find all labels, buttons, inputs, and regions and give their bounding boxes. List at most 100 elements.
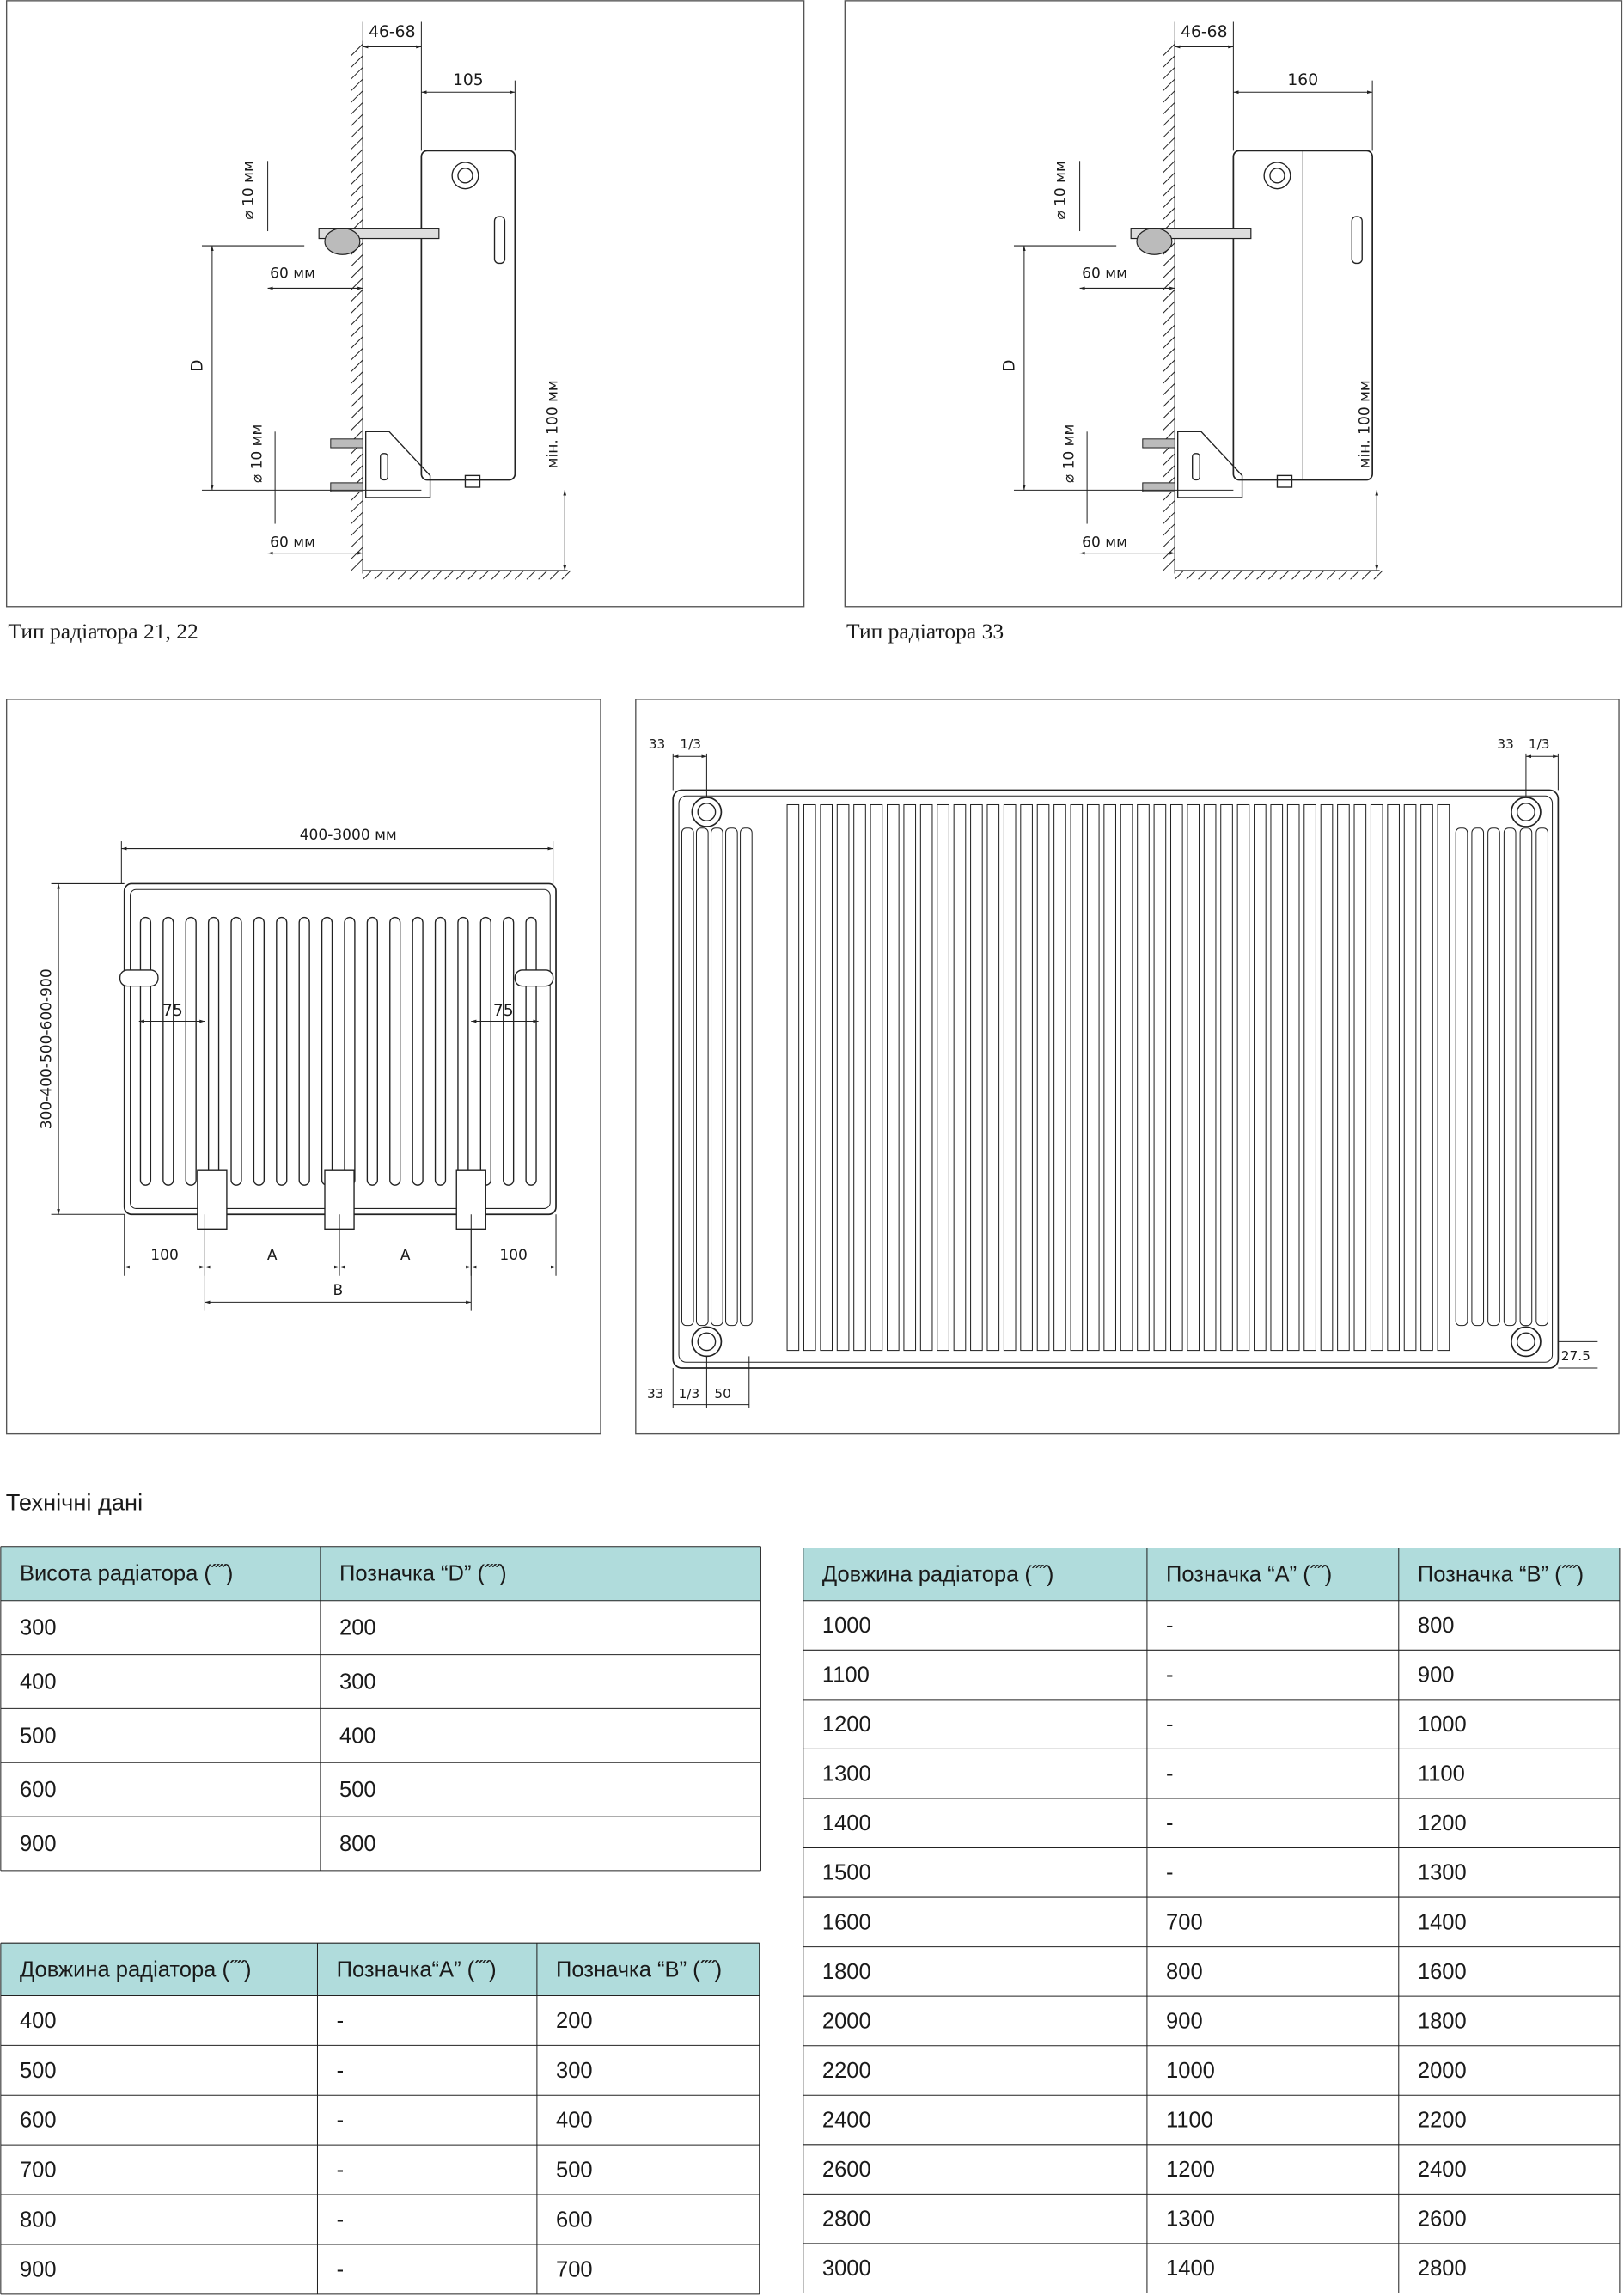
- fin: [1353, 803, 1367, 1352]
- label: 33: [1497, 736, 1514, 752]
- fin: [1036, 803, 1050, 1352]
- valve: [1269, 168, 1285, 184]
- fin: [1070, 803, 1084, 1352]
- fin: [681, 827, 694, 1327]
- label: A: [267, 1247, 278, 1264]
- hatch: [351, 559, 363, 571]
- table-cell: 2000: [1418, 2059, 1467, 2083]
- dowel: [1142, 438, 1175, 449]
- hatch: [1163, 418, 1175, 430]
- connection: [691, 1326, 723, 1358]
- valve: [457, 168, 473, 184]
- hatch: [351, 78, 363, 91]
- fin: [503, 916, 515, 1186]
- table-header: Позначка “B” (˝˝): [556, 1957, 722, 1982]
- table-cell: 1600: [1418, 1960, 1467, 1984]
- label: 160: [1287, 71, 1318, 89]
- label: 33: [649, 736, 666, 752]
- fin: [1153, 803, 1167, 1352]
- label: 300-400-500-600-900: [38, 968, 55, 1129]
- table-cell: 2000: [822, 2009, 871, 2033]
- hatch: [1163, 523, 1175, 536]
- label: 46-68: [1181, 23, 1227, 41]
- hatch: [351, 253, 363, 267]
- table-cell: 600: [20, 1778, 57, 1802]
- fin: [1103, 803, 1116, 1352]
- fin: [1403, 803, 1417, 1352]
- label: ⌀ 10 мм: [1061, 424, 1078, 483]
- hatch: [503, 570, 513, 580]
- hatch: [351, 511, 363, 524]
- table-cell: 2800: [1418, 2256, 1467, 2281]
- table-cell: 1100: [1418, 1762, 1465, 1786]
- fin: [740, 827, 753, 1327]
- hatch: [1163, 347, 1175, 361]
- table-cell: 1600: [822, 1910, 871, 1934]
- label: 60 мм: [1082, 265, 1127, 282]
- table-cell: 400: [339, 1724, 376, 1748]
- hatch: [1163, 394, 1175, 407]
- table-cell: 2400: [1418, 2158, 1467, 2182]
- table-cell: 1400: [822, 1811, 871, 1835]
- hook: [119, 969, 159, 987]
- fin: [1120, 803, 1133, 1352]
- hatch: [351, 301, 363, 314]
- table-cell: 400: [20, 2009, 57, 2033]
- table-cell: 300: [556, 2059, 593, 2083]
- label: Тип радіатора 21, 22: [8, 619, 198, 644]
- table-header: Висота радіатора (˝˝): [20, 1562, 233, 1586]
- hatch: [1163, 172, 1175, 185]
- fin: [1003, 803, 1017, 1352]
- table-cell: 800: [1418, 1614, 1455, 1638]
- hatch: [1163, 371, 1175, 384]
- leg: [464, 474, 481, 488]
- fin: [1337, 803, 1350, 1352]
- frame: [5, 0, 805, 608]
- table-cell: 1300: [822, 1762, 871, 1786]
- hatch: [1221, 570, 1231, 580]
- fin: [230, 916, 242, 1186]
- fin: [1387, 803, 1400, 1352]
- fin: [937, 803, 949, 1352]
- hatch: [351, 90, 363, 103]
- fin: [412, 916, 424, 1186]
- hatch: [386, 570, 396, 580]
- table-cell: 1200: [822, 1713, 871, 1737]
- table-cell: 600: [556, 2207, 593, 2232]
- fin: [836, 803, 850, 1352]
- hatch: [1163, 137, 1175, 150]
- table-cell: 400: [556, 2109, 593, 2133]
- radiator-inner: [678, 795, 1554, 1363]
- table-cell: -: [337, 2257, 345, 2281]
- hatch: [351, 289, 363, 302]
- fin: [1370, 803, 1383, 1352]
- label: 105: [453, 71, 484, 89]
- table-cell: 400: [20, 1670, 57, 1694]
- hatch: [351, 418, 363, 430]
- radiator: [420, 150, 516, 481]
- hatch: [561, 570, 571, 580]
- hatch: [1174, 570, 1184, 580]
- label: A: [400, 1247, 411, 1264]
- hatch: [351, 66, 363, 80]
- fin: [986, 803, 1000, 1352]
- hatch: [351, 465, 363, 478]
- fin: [1487, 827, 1500, 1327]
- hatch: [1244, 570, 1255, 580]
- frame: [635, 699, 1620, 1435]
- table-cell: 2400: [822, 2108, 871, 2132]
- leg: [1276, 474, 1293, 488]
- hatch: [1163, 324, 1175, 337]
- fin: [1503, 827, 1517, 1327]
- hatch: [1315, 570, 1325, 580]
- connection: [697, 803, 717, 821]
- hatch: [1256, 570, 1267, 580]
- hatch: [351, 313, 363, 326]
- hatch: [1233, 570, 1242, 580]
- table-cell: 1500: [822, 1861, 871, 1885]
- fin: [970, 803, 983, 1352]
- fin: [803, 803, 816, 1352]
- fin: [1303, 803, 1316, 1352]
- label: Тип радіатора 33: [846, 619, 1004, 644]
- hatch: [421, 570, 430, 580]
